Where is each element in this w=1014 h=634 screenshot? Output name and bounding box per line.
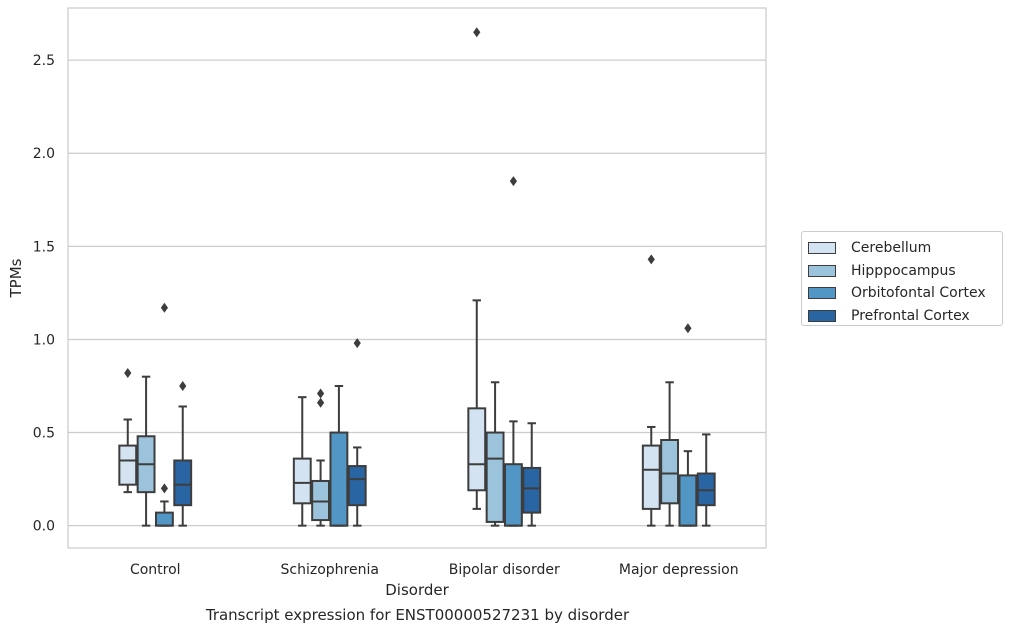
y-tick-label: 0.0 bbox=[33, 519, 55, 535]
y-tick-label: 1.0 bbox=[33, 332, 55, 348]
y-tick-label: 0.5 bbox=[33, 426, 55, 442]
box-group bbox=[641, 254, 661, 527]
x-tick-label: Control bbox=[130, 562, 181, 578]
legend-swatch-prefrontal bbox=[808, 309, 836, 322]
box-group bbox=[311, 388, 331, 527]
box-group bbox=[292, 396, 312, 527]
y-tick-label: 2.0 bbox=[33, 146, 55, 162]
box-group bbox=[485, 381, 505, 527]
x-tick-labels: Control Schizophrenia Bipolar disorder Majo… bbox=[130, 562, 739, 578]
box-iqr bbox=[329, 431, 349, 527]
legend-item-cerebellum: Cerebellum bbox=[808, 237, 1002, 260]
box-group bbox=[522, 422, 542, 527]
outlier-point bbox=[160, 483, 169, 494]
legend-item-prefrontal: Prefrontal Cortex bbox=[808, 305, 1002, 328]
plot-area-frame bbox=[67, 7, 767, 549]
outlier-point bbox=[684, 323, 692, 334]
box-iqr bbox=[485, 431, 505, 523]
box-iqr bbox=[660, 439, 680, 505]
x-axis-label: Disorder bbox=[385, 581, 449, 599]
x-tick-label: Bipolar disorder bbox=[449, 562, 560, 578]
outlier-point bbox=[179, 381, 187, 391]
outlier-point bbox=[353, 338, 361, 349]
legend-label: Hipppocampus bbox=[851, 262, 956, 279]
legend-label: Prefrontal Cortex bbox=[851, 307, 970, 324]
box-iqr bbox=[154, 511, 174, 527]
legend-item-hippocampus: Hipppocampus bbox=[808, 260, 1002, 283]
box-iqr bbox=[118, 444, 138, 486]
box-group bbox=[467, 27, 487, 510]
legend-label: Cerebellum bbox=[851, 240, 932, 257]
legend: Cerebellum Hipppocampus Orbitofontal Cor… bbox=[801, 231, 1003, 326]
outlier-point bbox=[316, 388, 325, 399]
legend-swatch-cerebellum bbox=[808, 242, 836, 255]
boxes bbox=[118, 27, 716, 527]
chart-title: Transcript expression for ENST0000052723… bbox=[205, 606, 630, 624]
box-group bbox=[173, 381, 193, 527]
x-tick-label: Major depression bbox=[619, 562, 739, 578]
box-iqr bbox=[347, 465, 367, 507]
outlier-point bbox=[124, 367, 132, 378]
box-group bbox=[696, 433, 716, 527]
outlier-point bbox=[160, 302, 169, 313]
box-group bbox=[118, 367, 138, 494]
legend-swatch-hippocampus bbox=[808, 264, 836, 277]
x-tick-label: Schizophrenia bbox=[281, 562, 379, 578]
box-group bbox=[329, 385, 349, 527]
box-iqr bbox=[173, 459, 193, 507]
outlier-point bbox=[509, 176, 518, 187]
legend-label: Orbitofontal Cortex bbox=[851, 285, 986, 302]
box-iqr bbox=[292, 457, 312, 505]
box-iqr bbox=[522, 466, 542, 514]
outlier-point bbox=[316, 397, 325, 408]
legend-swatch-orbitofrontal bbox=[808, 287, 836, 300]
box-group bbox=[678, 323, 698, 527]
legend-item-orbitofrontal: Orbitofontal Cortex bbox=[808, 282, 1002, 305]
box-group bbox=[347, 338, 367, 527]
box-group bbox=[136, 375, 156, 527]
box-iqr bbox=[503, 463, 523, 527]
y-tick-label: 1.5 bbox=[33, 239, 55, 255]
box-iqr bbox=[641, 444, 661, 510]
y-tick-label: 2.5 bbox=[33, 53, 55, 69]
y-tick-labels: 0.0 0.5 1.0 1.5 2.0 2.5 bbox=[33, 53, 55, 535]
box-group bbox=[660, 381, 680, 527]
outlier-point bbox=[647, 254, 655, 265]
y-axis-label: TPMs bbox=[7, 258, 25, 298]
outlier-point bbox=[473, 27, 481, 38]
box-iqr bbox=[467, 407, 487, 492]
box-group bbox=[154, 302, 174, 527]
box-group bbox=[503, 176, 523, 527]
box-iqr bbox=[678, 474, 698, 527]
